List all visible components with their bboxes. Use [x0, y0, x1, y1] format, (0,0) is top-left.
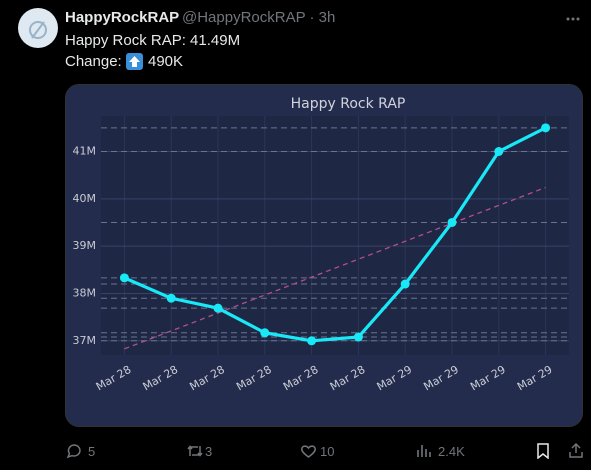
- x-tick-label: Mar 28: [187, 363, 227, 393]
- retweet-count: 3: [205, 444, 213, 459]
- series-line: [123, 126, 547, 343]
- trend-line: [124, 186, 546, 350]
- x-tick-label: Mar 28: [234, 363, 274, 393]
- x-tick-label: Mar 28: [328, 363, 368, 393]
- data-point: [494, 146, 504, 156]
- tweet-text: Happy Rock RAP: 41.49M: [65, 32, 241, 49]
- y-tick-label: 38M: [73, 286, 97, 299]
- y-tick-label: 37M: [73, 334, 97, 347]
- avatar[interactable]: [18, 8, 58, 48]
- views-icon[interactable]: [416, 443, 432, 459]
- chart-card[interactable]: Happy Rock RAP 37M 38M 39M 40M 41M Mar 28 Mar …: [65, 84, 583, 427]
- chart-title: Happy Rock RAP: [291, 96, 406, 112]
- data-point: [307, 336, 317, 346]
- like-count: 10: [320, 444, 335, 459]
- data-point: [400, 279, 410, 289]
- x-tick-label: Mar 28: [94, 363, 134, 393]
- author-name[interactable]: HappyRockRAP: [65, 9, 180, 26]
- views-count: 2.4K: [438, 444, 465, 459]
- data-point: [260, 328, 270, 338]
- x-tick-label: Mar 29: [468, 363, 508, 393]
- change-value: 490K: [148, 53, 184, 70]
- share-icon[interactable]: [568, 442, 584, 459]
- avatar-icon: [29, 21, 47, 39]
- y-tick-label: 41M: [73, 144, 97, 157]
- y-tick-label: 39M: [73, 239, 97, 252]
- reply-icon[interactable]: [66, 443, 82, 459]
- like-icon[interactable]: [300, 443, 317, 459]
- bookmark-icon[interactable]: [536, 443, 550, 459]
- data-point: [119, 273, 129, 283]
- x-tick-label: Mar 29: [515, 363, 555, 393]
- x-tick-label: Mar 29: [421, 363, 461, 393]
- y-tick-label: 40M: [73, 192, 97, 205]
- x-tick-label: Mar 28: [281, 363, 321, 393]
- x-tick-label: Mar 28: [141, 363, 181, 393]
- data-point: [166, 293, 176, 303]
- change-label: Change:: [65, 53, 122, 70]
- data-point: [213, 303, 223, 313]
- up-arrow-emoji: [126, 53, 143, 70]
- x-tick-label: Mar 29: [375, 363, 415, 393]
- plot-area: [101, 116, 569, 355]
- data-point: [353, 332, 363, 342]
- retweet-icon[interactable]: [186, 443, 204, 459]
- author-meta: @HappyRockRAP · 3h: [182, 9, 336, 26]
- data-point: [447, 217, 457, 227]
- data-point: [541, 123, 551, 133]
- reply-count: 5: [88, 444, 96, 459]
- more-icon[interactable]: [565, 11, 581, 27]
